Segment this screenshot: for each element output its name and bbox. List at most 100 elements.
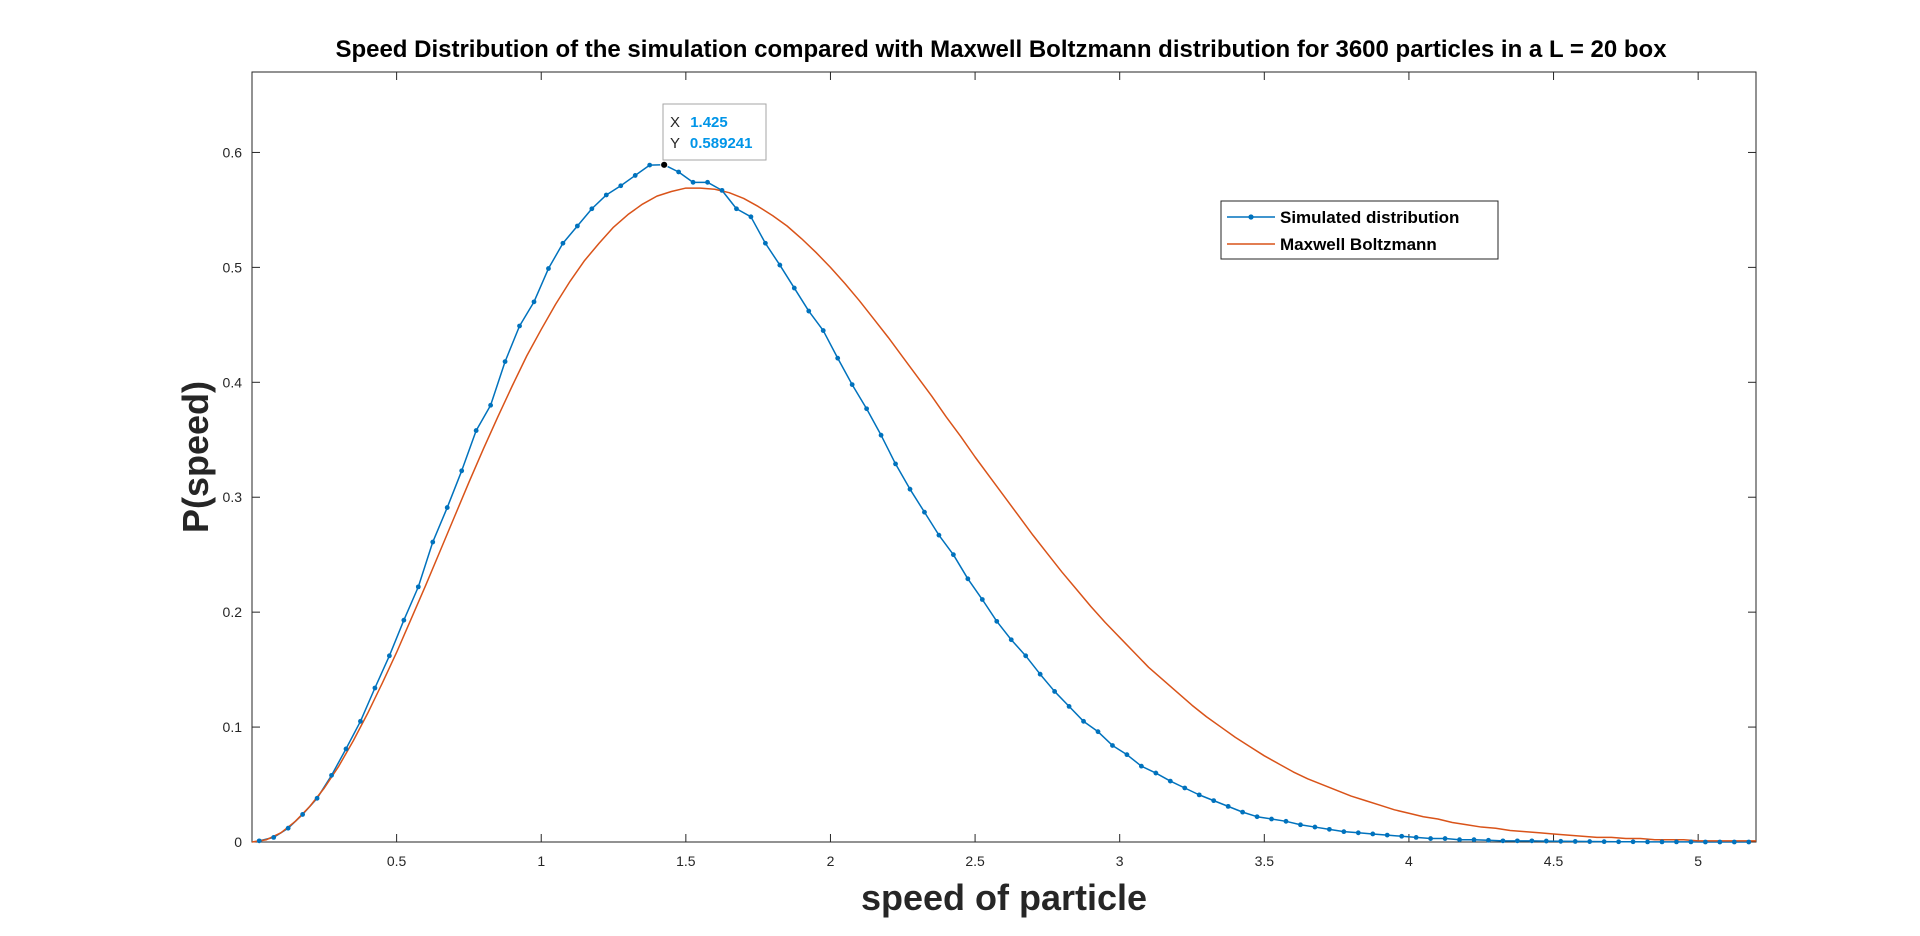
data-point[interactable] — [907, 486, 913, 492]
data-point[interactable] — [1572, 839, 1578, 844]
data-point[interactable] — [1081, 718, 1086, 724]
data-point[interactable] — [922, 509, 927, 515]
data-point[interactable] — [372, 685, 378, 691]
legend[interactable]: Simulated distribution Maxwell Boltzmann — [1220, 200, 1499, 260]
data-point[interactable] — [1384, 832, 1390, 838]
data-point[interactable] — [632, 173, 638, 178]
data-point[interactable] — [1211, 798, 1217, 804]
data-point[interactable] — [1587, 839, 1593, 844]
data-point[interactable] — [1543, 838, 1549, 844]
data-point[interactable] — [719, 187, 725, 193]
data-point[interactable] — [1008, 637, 1014, 643]
data-point[interactable] — [401, 617, 407, 623]
data-point[interactable] — [285, 825, 291, 831]
data-point[interactable] — [1428, 836, 1434, 841]
data-point[interactable] — [1023, 653, 1029, 659]
datatip[interactable]: X 1.425 Y 0.589241 — [660, 103, 767, 169]
data-point[interactable] — [950, 552, 956, 558]
data-point[interactable] — [314, 795, 320, 801]
data-point[interactable] — [1442, 836, 1448, 841]
data-point[interactable] — [777, 262, 783, 268]
data-point[interactable] — [1413, 835, 1419, 840]
data-point[interactable] — [676, 169, 682, 175]
data-point[interactable] — [1298, 822, 1303, 828]
data-point[interactable] — [589, 206, 595, 212]
data-point[interactable] — [1225, 803, 1231, 809]
data-point[interactable] — [965, 576, 971, 582]
data-point[interactable] — [517, 323, 522, 329]
data-point[interactable] — [531, 299, 537, 305]
data-point[interactable] — [1731, 839, 1737, 845]
data-point[interactable] — [1110, 743, 1115, 748]
data-point[interactable] — [618, 183, 624, 189]
data-point[interactable] — [256, 838, 262, 844]
data-point[interactable] — [705, 179, 710, 185]
datatip-marker[interactable] — [660, 160, 669, 169]
data-point[interactable] — [1500, 838, 1506, 844]
data-point[interactable] — [415, 584, 421, 590]
data-point[interactable] — [1399, 833, 1405, 839]
data-point[interactable] — [1645, 839, 1650, 845]
data-point[interactable] — [488, 402, 494, 408]
data-point[interactable] — [574, 223, 580, 229]
data-point[interactable] — [1124, 752, 1130, 758]
data-point[interactable] — [1601, 839, 1607, 845]
data-point[interactable] — [329, 772, 334, 778]
data-point[interactable] — [560, 240, 566, 246]
data-point[interactable] — [893, 461, 898, 467]
data-point[interactable] — [1558, 838, 1564, 844]
data-point[interactable] — [459, 468, 465, 474]
data-point[interactable] — [864, 406, 870, 412]
data-point[interactable] — [849, 382, 855, 387]
data-point[interactable] — [300, 812, 306, 817]
data-point[interactable] — [343, 746, 349, 752]
data-point[interactable] — [502, 359, 508, 365]
data-point[interactable] — [690, 179, 696, 185]
data-point[interactable] — [1471, 837, 1477, 843]
data-point[interactable] — [1138, 763, 1144, 769]
data-point[interactable] — [1153, 770, 1159, 776]
data-point[interactable] — [1326, 826, 1332, 832]
data-point[interactable] — [430, 539, 436, 545]
data-point[interactable] — [1341, 829, 1347, 835]
data-point[interactable] — [762, 240, 768, 246]
data-point[interactable] — [1355, 830, 1361, 836]
data-point[interactable] — [358, 718, 363, 724]
data-point[interactable] — [1630, 839, 1636, 845]
data-point[interactable] — [1196, 792, 1202, 798]
data-point[interactable] — [734, 206, 739, 212]
data-point[interactable] — [603, 192, 609, 198]
data-point[interactable] — [748, 214, 754, 220]
data-point[interactable] — [1717, 839, 1723, 845]
data-point[interactable] — [647, 162, 653, 168]
data-point[interactable] — [1269, 816, 1274, 822]
data-point[interactable] — [1370, 831, 1376, 837]
data-point[interactable] — [1066, 703, 1072, 709]
data-point[interactable] — [1312, 824, 1318, 830]
data-point[interactable] — [1486, 837, 1491, 843]
data-point[interactable] — [473, 428, 479, 433]
data-point[interactable] — [835, 355, 841, 361]
data-point[interactable] — [1457, 837, 1462, 843]
data-point[interactable] — [791, 285, 797, 291]
data-point[interactable] — [1052, 689, 1058, 694]
data-point[interactable] — [271, 835, 277, 840]
data-point[interactable] — [1514, 838, 1520, 844]
data-point[interactable] — [1746, 839, 1752, 845]
data-point[interactable] — [444, 505, 450, 510]
data-point[interactable] — [1529, 838, 1535, 844]
data-point[interactable] — [1167, 778, 1173, 784]
data-point[interactable] — [1659, 839, 1665, 845]
data-point[interactable] — [1240, 809, 1246, 815]
data-point[interactable] — [386, 653, 392, 659]
data-point[interactable] — [820, 328, 826, 333]
data-point[interactable] — [1254, 814, 1260, 820]
data-point[interactable] — [1182, 785, 1188, 791]
data-point[interactable] — [806, 308, 812, 314]
data-point[interactable] — [936, 532, 942, 538]
data-point[interactable] — [546, 266, 551, 271]
data-point[interactable] — [979, 597, 985, 602]
data-point[interactable] — [1688, 839, 1694, 845]
data-point[interactable] — [1037, 671, 1043, 677]
data-point[interactable] — [1674, 839, 1679, 845]
